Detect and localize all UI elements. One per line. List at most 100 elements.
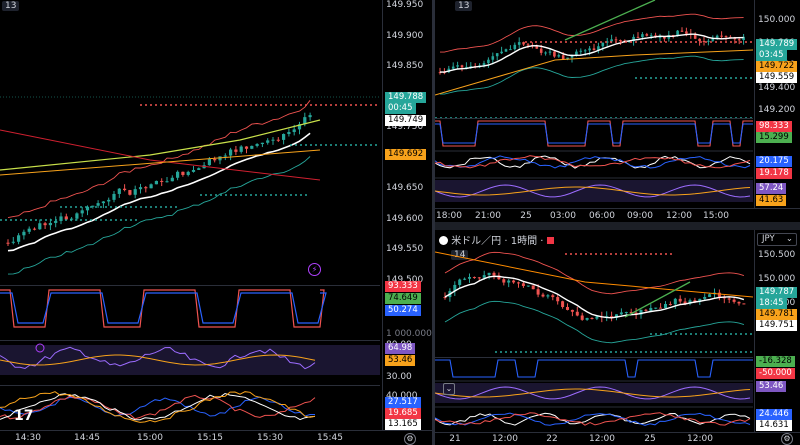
br-collapse-icon[interactable]: ⌄ [443,383,455,395]
br-time-label: 22 [546,434,558,444]
candle-body [123,188,127,191]
left-indicator-3[interactable] [0,385,380,430]
candle-body [711,37,715,41]
br-indicators[interactable] [435,357,753,432]
br-market-status-icon [546,237,554,244]
candle-body [271,139,275,141]
lower-band [7,156,311,275]
br-symbol-title[interactable]: 米ドル／円 · 1時間 · [439,232,554,247]
left-settings-icon[interactable]: ⚙ [404,433,416,445]
candle-body [639,309,643,315]
candle-body [266,140,270,143]
candle-body [497,275,501,280]
tr-price-chart[interactable] [435,0,753,118]
candle-body [11,241,15,243]
tr-time-axis[interactable]: 18:00 21:00 25 03:00 06:00 09:00 12:00 1… [435,208,800,222]
candle-body [658,37,662,39]
candle-body [715,35,719,38]
left-ind1-badge-green: 74.649 [385,293,421,304]
red-trend-line [0,129,321,181]
trend-channel-line [624,281,691,318]
left-chart-panel[interactable]: 13 ⚡ 17 149.950149.900149.850149.800149.… [0,0,432,445]
candle-body [673,298,677,305]
left-flash-icon[interactable]: ⚡ [308,263,321,276]
candle-body [482,63,486,66]
candle-body [544,52,547,54]
candle-body [688,300,692,304]
candle-body [128,190,132,195]
br-interval-label[interactable]: 14 [451,250,469,260]
left-indicator-2[interactable] [0,340,380,385]
white-moving-average [440,33,744,73]
candle-body [610,39,613,42]
candle-body [668,303,672,305]
candle-body [303,117,307,125]
candle-body [107,199,111,202]
candle-body [614,39,618,41]
candle-body [239,146,243,152]
dmi-line [435,155,751,169]
rsi-purple-line [0,346,316,370]
tr-interval-label[interactable]: 13 [455,1,473,11]
horizontal-divider[interactable] [435,222,800,230]
candle-body [531,285,535,290]
candle-body [234,149,238,152]
br-price-chart[interactable] [435,242,753,357]
candle-body [597,46,600,50]
br-time-axis[interactable]: 21 12:00 22 12:00 25 12:00 ⚙ [435,432,800,445]
lower-band [444,300,745,344]
vertical-divider[interactable] [432,0,435,445]
candle-body [588,48,591,51]
candle-body [536,289,540,295]
price-tick-label: 150.000 [758,15,796,25]
candle-body [733,38,737,40]
tr-time-label: 25 [520,211,532,221]
candle-body [213,159,217,161]
left-indicator-1[interactable] [0,285,380,340]
stochastic-red-line [0,289,325,328]
left-price-chart[interactable] [0,0,380,285]
candle-body [698,298,702,302]
candle-body [443,297,447,299]
candle-body [27,228,31,232]
left-interval-label[interactable]: 13 [2,1,20,11]
candle-body [469,66,473,68]
left-ind1-badge-blue: 50.274 [385,305,421,316]
price-tick-label: 150.500 [758,250,796,260]
candle-body [615,314,618,318]
br-settings-icon[interactable]: ⚙ [781,433,793,445]
tr-indicators[interactable] [435,118,753,206]
candle-body [75,213,79,219]
left-price-scale[interactable]: 149.950149.900149.850149.800149.750149.7… [382,0,432,430]
candle-body [570,309,574,312]
left-ind3-badge-white: 13.165 [385,419,421,430]
candle-body [487,59,490,64]
br-currency-selector[interactable]: JPY ⌄ [757,233,797,246]
left-time-axis[interactable]: 14:30 14:45 15:00 15:15 15:30 15:45 ⚙ [0,430,432,445]
candle-body [160,180,164,182]
candle-body [165,181,169,183]
tr-time-label: 21:00 [475,211,501,221]
left-ind2-tick-bottom: 30.00 [386,372,412,382]
tr-ind-badge-blue: 20.175 [756,156,792,167]
candle-body [727,298,731,300]
upper-band [444,251,745,295]
tr-orange-line-badge: 149.722 [756,61,798,72]
left-time-label: 15:00 [137,433,163,443]
candle-body [654,307,658,309]
candle-body [708,294,712,297]
candle-body [671,35,675,37]
candle-body [287,132,291,135]
br-ind-badge-green: -16.328 [756,356,795,367]
candle-body [624,312,628,314]
stochastic-blue-line [435,123,753,144]
orange-ema [435,49,753,96]
bottom-right-chart-panel[interactable]: 米ドル／円 · 1時間 · 14 ⌄ JPY ⌄ 150.500 150.000 14… [435,230,800,445]
candle-body [641,34,644,38]
br-orange-line-badge: 149.781 [756,309,798,320]
tr-time-label: 03:00 [550,211,576,221]
dmi-line [0,392,316,421]
